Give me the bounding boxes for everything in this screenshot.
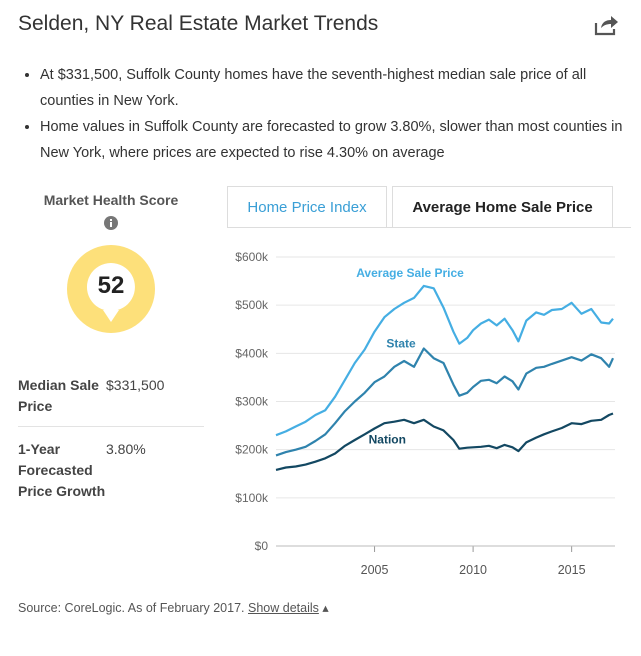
- y-tick-label: $300k: [235, 395, 269, 409]
- y-tick-label: $0: [255, 539, 269, 553]
- forecast-growth-row: 1-Year Forecasted Price Growth 3.80%: [18, 439, 204, 502]
- y-tick-label: $100k: [235, 491, 269, 505]
- share-icon[interactable]: [594, 14, 620, 36]
- y-tick-label: $600k: [235, 250, 269, 264]
- list-item: Home values in Suffolk County are foreca…: [40, 114, 640, 166]
- series-line-average-sale-price: [275, 284, 614, 437]
- series-label: Nation: [369, 432, 406, 446]
- source-note: Source: CoreLogic. As of February 2017. …: [18, 600, 329, 615]
- tab-home-price-index[interactable]: Home Price Index: [227, 186, 387, 228]
- x-tick-label: 2015: [558, 563, 586, 577]
- x-tick-label: 2005: [361, 563, 389, 577]
- divider: [18, 426, 204, 427]
- source-text: Source: CoreLogic. As of February 2017.: [18, 601, 245, 615]
- tab-average-home-sale-price[interactable]: Average Home Sale Price: [392, 186, 613, 228]
- median-sale-price-value: $331,500: [106, 377, 165, 393]
- forecast-growth-label: 1-Year Forecasted Price Growth: [18, 441, 106, 499]
- market-summary-list: At $331,500, Suffolk County homes have t…: [22, 62, 640, 166]
- median-sale-price-label: Median Sale Price: [18, 377, 99, 414]
- series-line-state: [275, 347, 615, 457]
- series-line-nation: [275, 412, 614, 471]
- y-tick-label: $400k: [235, 346, 269, 360]
- stats-table: Median Sale Price $331,500 1-Year Foreca…: [18, 375, 204, 502]
- info-icon[interactable]: [104, 216, 118, 230]
- score-badge: [67, 245, 155, 333]
- y-tick-label: $200k: [235, 443, 269, 457]
- market-health-label: Market Health Score: [43, 192, 179, 208]
- market-health-score: 52: [97, 272, 125, 299]
- y-tick-label: $500k: [235, 298, 269, 312]
- forecast-growth-value: 3.80%: [106, 441, 146, 457]
- series-label: State: [386, 337, 416, 351]
- series-label: Average Sale Price: [356, 266, 464, 280]
- caret-up-icon: ▴: [318, 601, 329, 615]
- tab-baseline: [227, 227, 631, 228]
- show-details-link[interactable]: Show details: [248, 601, 319, 615]
- page-title: Selden, NY Real Estate Market Trends: [18, 12, 379, 35]
- x-tick-label: 2010: [459, 563, 487, 577]
- price-trend-chart: $0 $100k $200k $300k $400k $500k $600k 2005 2010…: [235, 250, 615, 577]
- median-sale-price-row: Median Sale Price $331,500: [18, 375, 204, 417]
- list-item: At $331,500, Suffolk County homes have t…: [40, 62, 640, 114]
